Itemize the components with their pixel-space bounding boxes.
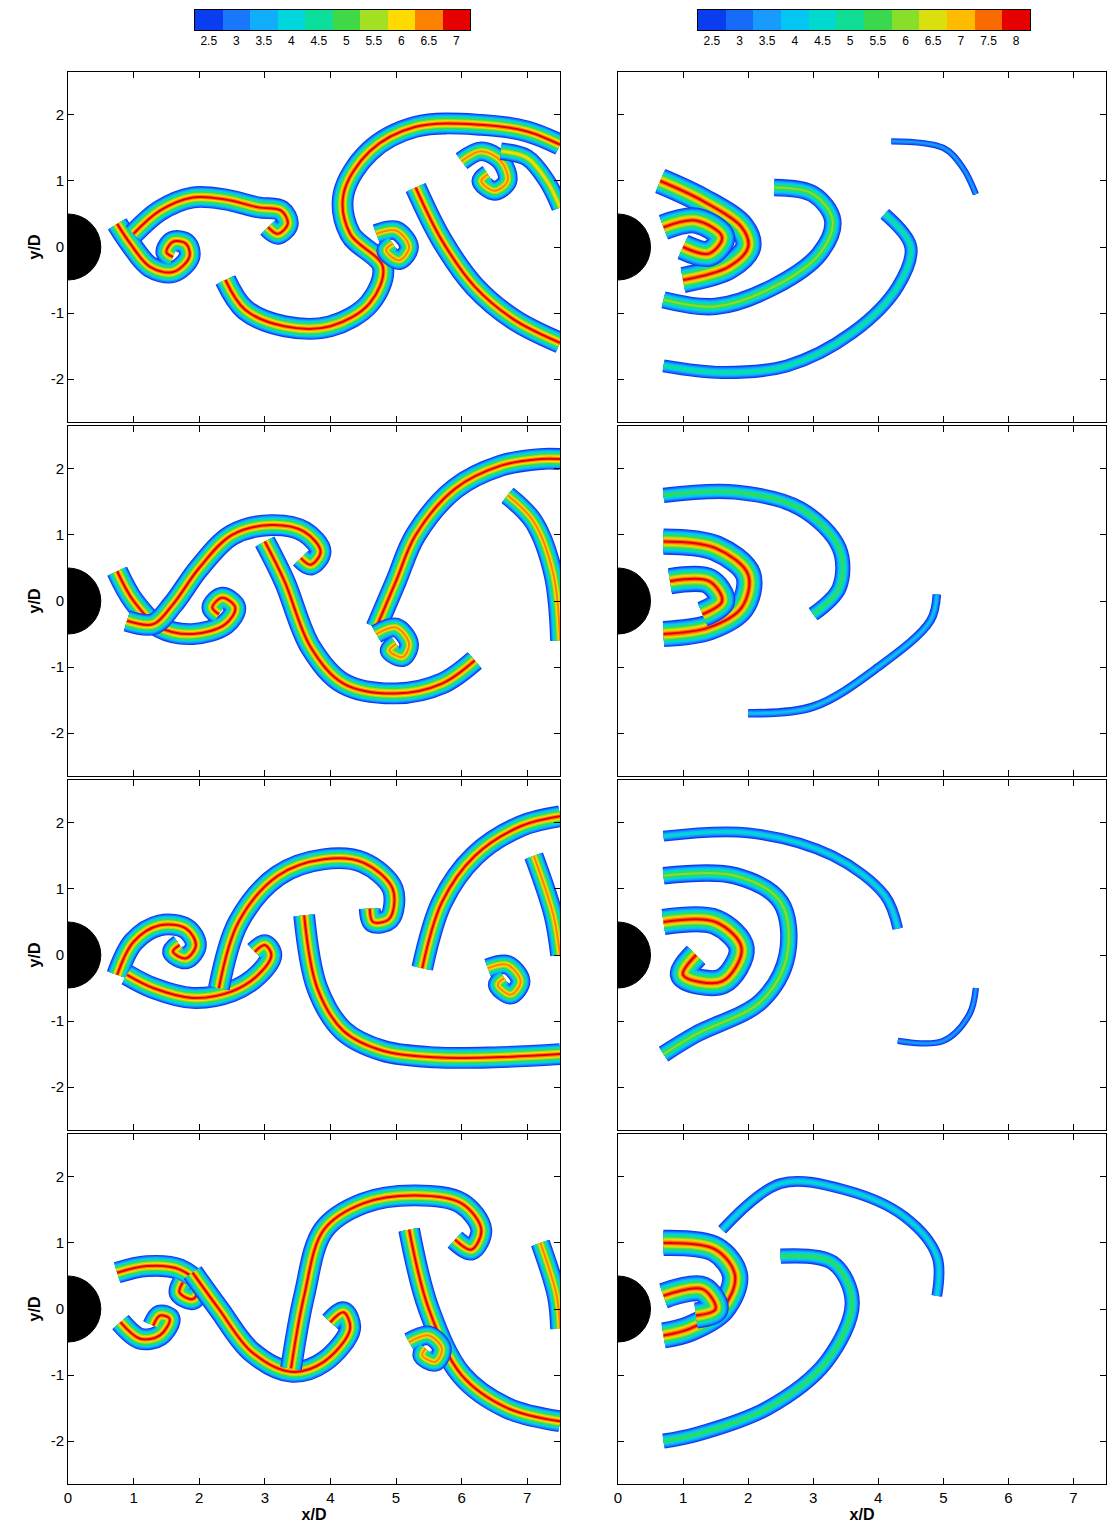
svg-text:3: 3 [261, 1489, 269, 1506]
svg-text:7: 7 [1069, 1489, 1077, 1506]
svg-text:8: 8 [1013, 34, 1020, 48]
svg-text:-1: -1 [51, 1012, 64, 1029]
svg-text:0: 0 [56, 238, 64, 255]
svg-text:1: 1 [56, 526, 64, 543]
svg-text:x/D: x/D [850, 1506, 875, 1523]
svg-text:-2: -2 [51, 370, 64, 387]
svg-text:1: 1 [679, 1489, 687, 1506]
svg-text:3.5: 3.5 [759, 34, 776, 48]
svg-text:0: 0 [56, 1300, 64, 1317]
svg-text:-1: -1 [51, 658, 64, 675]
svg-text:y/D: y/D [26, 1297, 43, 1322]
svg-text:-2: -2 [51, 1432, 64, 1449]
svg-text:y/D: y/D [26, 589, 43, 614]
svg-text:4: 4 [791, 34, 798, 48]
svg-text:-2: -2 [51, 724, 64, 741]
svg-text:0: 0 [56, 946, 64, 963]
svg-text:5: 5 [847, 34, 854, 48]
svg-text:y/D: y/D [26, 235, 43, 260]
svg-text:0: 0 [56, 592, 64, 609]
svg-text:6: 6 [457, 1489, 465, 1506]
svg-text:1: 1 [56, 1234, 64, 1251]
svg-text:5.5: 5.5 [365, 34, 382, 48]
svg-text:-1: -1 [51, 304, 64, 321]
svg-text:5: 5 [392, 1489, 400, 1506]
svg-text:1: 1 [56, 880, 64, 897]
svg-text:2: 2 [195, 1489, 203, 1506]
svg-text:6: 6 [902, 34, 909, 48]
svg-text:1: 1 [56, 172, 64, 189]
svg-text:1: 1 [129, 1489, 137, 1506]
svg-text:4.5: 4.5 [310, 34, 327, 48]
svg-text:4: 4 [874, 1489, 882, 1506]
svg-text:0: 0 [614, 1489, 622, 1506]
svg-text:3: 3 [233, 34, 240, 48]
svg-text:6.5: 6.5 [925, 34, 942, 48]
svg-text:4: 4 [288, 34, 295, 48]
svg-text:x/D: x/D [302, 1506, 327, 1523]
svg-text:3.5: 3.5 [255, 34, 272, 48]
svg-text:-1: -1 [51, 1366, 64, 1383]
svg-text:3: 3 [736, 34, 743, 48]
svg-text:7: 7 [957, 34, 964, 48]
svg-text:0: 0 [64, 1489, 72, 1506]
svg-text:2: 2 [56, 814, 64, 831]
svg-text:7.5: 7.5 [980, 34, 997, 48]
svg-text:6.5: 6.5 [420, 34, 437, 48]
svg-text:-2: -2 [51, 1078, 64, 1095]
svg-text:y/D: y/D [26, 943, 43, 968]
svg-text:5: 5 [939, 1489, 947, 1506]
svg-text:5: 5 [343, 34, 350, 48]
svg-text:2.5: 2.5 [200, 34, 217, 48]
svg-text:4.5: 4.5 [814, 34, 831, 48]
svg-text:3: 3 [809, 1489, 817, 1506]
svg-text:4: 4 [326, 1489, 334, 1506]
svg-text:7: 7 [523, 1489, 531, 1506]
svg-text:6: 6 [1004, 1489, 1012, 1506]
svg-text:2: 2 [56, 106, 64, 123]
svg-text:2: 2 [56, 1168, 64, 1185]
svg-text:5.5: 5.5 [869, 34, 886, 48]
svg-text:2: 2 [744, 1489, 752, 1506]
svg-text:2: 2 [56, 460, 64, 477]
svg-text:7: 7 [453, 34, 460, 48]
svg-text:6: 6 [398, 34, 405, 48]
svg-text:2.5: 2.5 [703, 34, 720, 48]
